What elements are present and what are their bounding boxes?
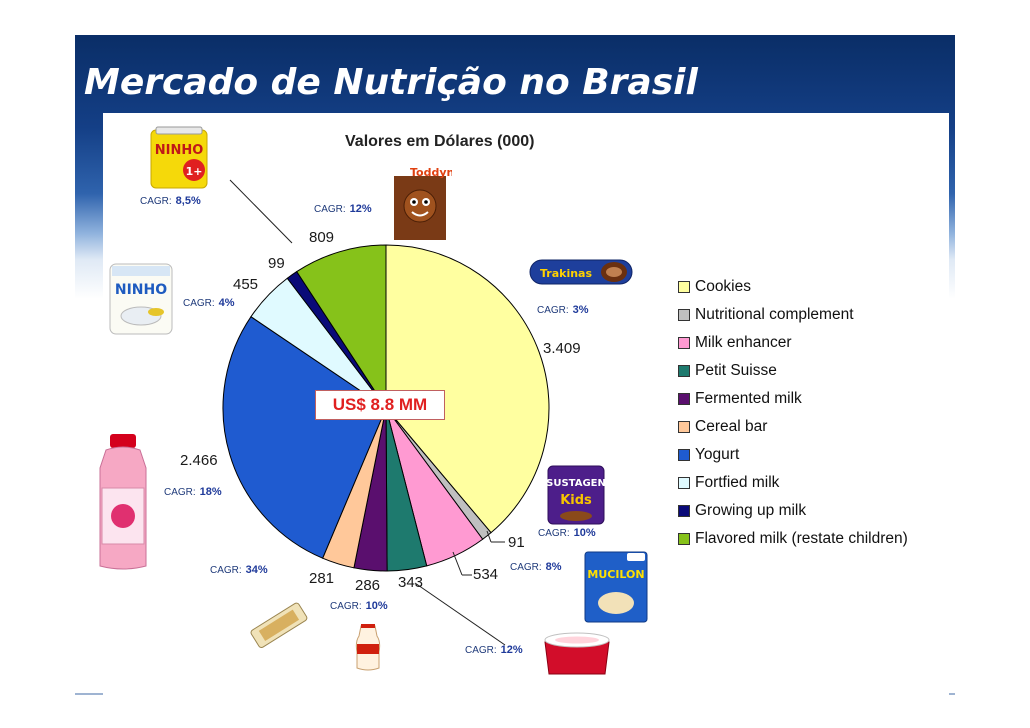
legend-label: Fermented milk [695, 390, 802, 407]
legend-swatch [678, 533, 690, 545]
cagr-fortified-milk: CAGR: 4% [183, 297, 235, 309]
total-market-badge: US$ 8.8 MM [315, 390, 445, 420]
legend-item: Growing up milk [678, 497, 908, 525]
svg-text:MUCILON: MUCILON [587, 568, 644, 581]
value-label-cookies: 3.409 [543, 340, 581, 357]
legend-item: Nutritional complement [678, 301, 908, 329]
legend-swatch [678, 337, 690, 349]
legend-swatch [678, 505, 690, 517]
toddynho-image: Toddynho [394, 166, 452, 240]
pie-slice-yogurt [222, 315, 387, 559]
cereal-bar-image [250, 602, 308, 648]
value-label-fermented-milk: 286 [355, 577, 381, 594]
chart-legend: Cookies Nutritional complement Milk enha… [678, 273, 908, 553]
value-label-nutritional-complement: 91 [508, 534, 525, 551]
value-label-flavored-milk: 809 [309, 229, 335, 246]
cagr-petit-suisse: CAGR: 12% [465, 644, 523, 656]
legend-item: Cookies [678, 273, 908, 301]
legend-swatch [678, 309, 690, 321]
legend-label: Petit Suisse [695, 362, 777, 379]
cagr-cookies: CAGR: 3% [537, 304, 589, 316]
cagr-fermented-milk: CAGR: 10% [330, 600, 388, 612]
ninho-can-image: NINHO 1+ [150, 126, 208, 189]
value-label-fortified-milk: 455 [233, 276, 259, 293]
legend-label: Growing up milk [695, 502, 807, 519]
pie-slice-cookies [385, 244, 550, 534]
legend-item: Yogurt [678, 441, 908, 469]
svg-text:Trakinas: Trakinas [540, 267, 592, 280]
legend-swatch [678, 477, 690, 489]
leader-line-petit-suisse [414, 582, 506, 646]
cagr-nutritional-complement: CAGR: 10% [538, 527, 596, 539]
chart-title: Valores em Dólares (000) [345, 133, 535, 150]
legend-label: Yogurt [695, 446, 740, 463]
cagr-milk-enhancer: CAGR: 8% [510, 561, 562, 573]
svg-text:NINHO: NINHO [115, 282, 167, 298]
trakinas-cookie-image: Trakinas [529, 259, 633, 285]
value-label-milk-enhancer: 534 [473, 566, 499, 583]
slide-title: Mercado de Nutrição no Brasil [84, 62, 698, 103]
legend-swatch [678, 281, 690, 293]
value-label-yogurt: 2.466 [180, 452, 218, 469]
legend-label: Nutritional complement [695, 306, 854, 323]
legend-item: Fortfied milk [678, 469, 908, 497]
value-label-growing-up-milk: 99 [268, 255, 285, 272]
petit-suisse-cups-image [544, 632, 610, 675]
legend-label: Flavored milk (restate children) [695, 530, 908, 547]
flavored-milk-bottle-image [99, 434, 147, 570]
pie-slice-flavored-milk-restate-children [296, 244, 387, 410]
legend-swatch [678, 449, 690, 461]
legend-item: Fermented milk [678, 385, 908, 413]
leader-line-growing-up-milk [229, 179, 293, 244]
legend-item: Petit Suisse [678, 357, 908, 385]
value-label-petit-suisse: 343 [398, 574, 424, 591]
legend-swatch [678, 365, 690, 377]
leader-line-nutritional-complement [486, 530, 492, 543]
svg-text:Toddynho: Toddynho [410, 166, 452, 179]
svg-text:Kids: Kids [560, 493, 592, 508]
mucilon-box-image: MUCILON [584, 551, 648, 623]
sustagen-kids-can-image: SUSTAGEN Kids [546, 465, 606, 525]
value-label-cereal-bar: 281 [309, 570, 335, 587]
legend-item: Cereal bar [678, 413, 908, 441]
legend-label: Cereal bar [695, 418, 768, 435]
svg-text:1+: 1+ [186, 165, 203, 178]
leader-line-milk-enhancer [452, 551, 463, 576]
ninho-brand-text: NINHO [155, 143, 204, 158]
cagr-cereal-bar: CAGR: 34% [210, 564, 268, 576]
cagr-yogurt: CAGR: 18% [164, 486, 222, 498]
cagr-growing-up-milk: CAGR: 8,5% [140, 195, 201, 207]
legend-label: Fortfied milk [695, 474, 780, 491]
yakult-bottle-image [355, 624, 381, 671]
ninho-fortified-can-image: NINHO [109, 263, 173, 335]
legend-swatch [678, 421, 690, 433]
cagr-flavored-milk: CAGR: 12% [314, 203, 372, 215]
legend-label: Milk enhancer [695, 334, 792, 351]
legend-item: Milk enhancer [678, 329, 908, 357]
legend-swatch [678, 393, 690, 405]
legend-item: Flavored milk (restate children) [678, 525, 908, 553]
legend-label: Cookies [695, 278, 751, 295]
svg-text:SUSTAGEN: SUSTAGEN [546, 478, 606, 489]
